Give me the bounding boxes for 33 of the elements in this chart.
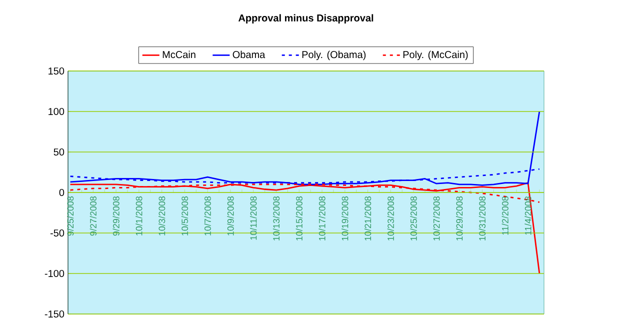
x-tick-label: 10/11/2008 (250, 196, 257, 240)
x-tick-label: 10/17/2008 (318, 196, 326, 240)
x-tick-label: 9/27/2008 (90, 196, 96, 236)
x-tick-label: 10/3/2008 (158, 196, 166, 236)
x-tick-label: 10/31/2008 (478, 196, 486, 240)
legend-label: McCain (162, 50, 196, 58)
x-tick-label: 10/5/2008 (181, 196, 188, 236)
y-tick-label: 100 (48, 108, 64, 116)
x-tick-label: 10/27/2008 (433, 196, 440, 240)
legend-label: Poly. (Obama) (302, 50, 366, 60)
x-tick-label: 11/4/2008 (524, 196, 532, 235)
x-tick-label: 9/29/2008 (112, 196, 120, 236)
x-tick-label: 10/9/2008 (227, 196, 234, 236)
x-tick-label: 10/25/2008 (410, 196, 417, 240)
y-tick-label: 0 (59, 188, 64, 196)
x-tick-label: 10/15/2008 (296, 196, 302, 240)
x-tick-label: 10/19/2008 (342, 196, 348, 240)
x-tick-label: 10/23/2008 (387, 196, 394, 240)
x-tick-label: 10/13/2008 (272, 196, 280, 240)
x-tick-label: 10/1/2008 (136, 196, 142, 236)
legend-label: Poly. (McCain) (403, 50, 468, 60)
x-tick-label: 11/2/2008 (502, 196, 508, 235)
y-tick-label: 50 (54, 148, 64, 156)
legend-label: Obama (232, 50, 266, 58)
y-tick-label: -150 (44, 310, 64, 318)
chart-title: Approval minus Disapproval (238, 14, 374, 24)
y-tick-label: -50 (50, 229, 64, 237)
y-tick-label: 150 (48, 67, 64, 75)
y-tick-label: -100 (44, 270, 64, 278)
x-tick-label: 9/25/2008 (66, 196, 74, 236)
x-tick-label: 10/21/2008 (364, 196, 372, 240)
x-tick-label: 10/29/2008 (456, 196, 463, 240)
x-tick-label: 10/7/2008 (204, 196, 211, 236)
